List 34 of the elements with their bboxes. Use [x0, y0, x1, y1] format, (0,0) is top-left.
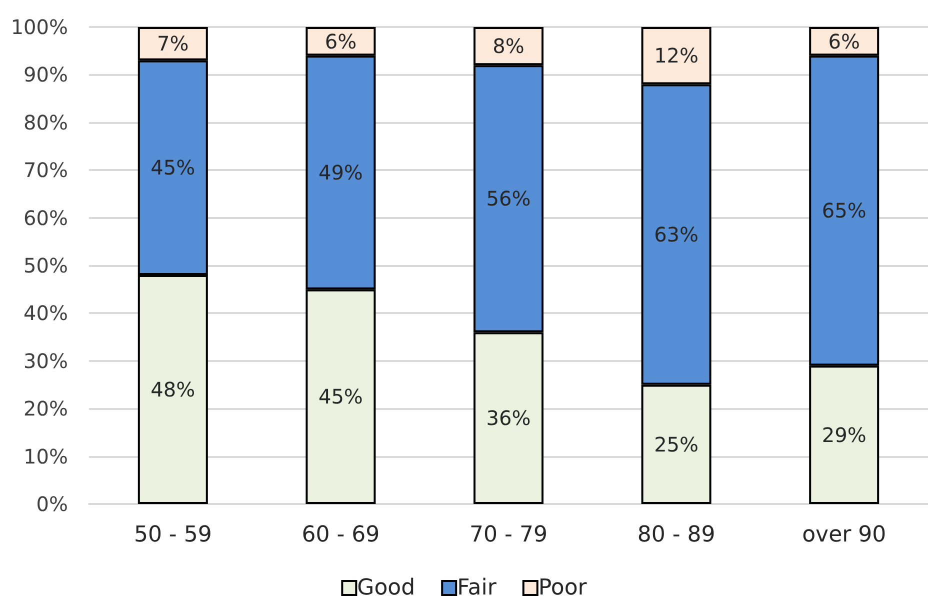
y-tick-label: 20% [24, 396, 68, 421]
data-label: 6% [828, 29, 860, 54]
data-label: 45% [318, 384, 363, 409]
y-tick-label: 90% [24, 62, 68, 87]
y-tick-label: 80% [24, 110, 68, 134]
y-tick-label: 50% [24, 254, 68, 278]
y-tick-label: 70% [24, 158, 68, 182]
legend-label: Fair [457, 576, 498, 600]
data-label: 36% [486, 406, 531, 430]
data-label: 49% [318, 160, 363, 184]
x-tick-label: 60 - 69 [302, 522, 380, 548]
data-label: 8% [492, 34, 524, 58]
data-label: 12% [654, 44, 699, 68]
x-tick-label: 50 - 59 [134, 522, 212, 548]
y-tick-label: 0% [36, 492, 68, 516]
data-label: 48% [150, 378, 196, 402]
legend-label: Poor [538, 576, 588, 600]
y-tick-label: 60% [24, 206, 68, 230]
legend-label: Good [357, 576, 416, 600]
data-label: 65% [822, 198, 866, 223]
x-tick-label: 70 - 79 [470, 522, 548, 548]
data-label: 45% [150, 156, 196, 180]
y-tick-label: 10% [24, 444, 68, 468]
data-label: 56% [486, 186, 531, 211]
y-tick-label: 30% [24, 348, 68, 373]
y-tick-label: 40% [24, 301, 68, 326]
data-label: 7% [157, 32, 189, 56]
y-tick-label: 100% [10, 15, 68, 39]
data-label: 25% [654, 432, 699, 456]
x-tick-label: over 90 [802, 522, 886, 548]
x-tick-label: 80 - 89 [637, 522, 716, 548]
data-label: 29% [822, 422, 866, 447]
data-label: 6% [324, 29, 357, 54]
data-label: 63% [654, 222, 699, 246]
